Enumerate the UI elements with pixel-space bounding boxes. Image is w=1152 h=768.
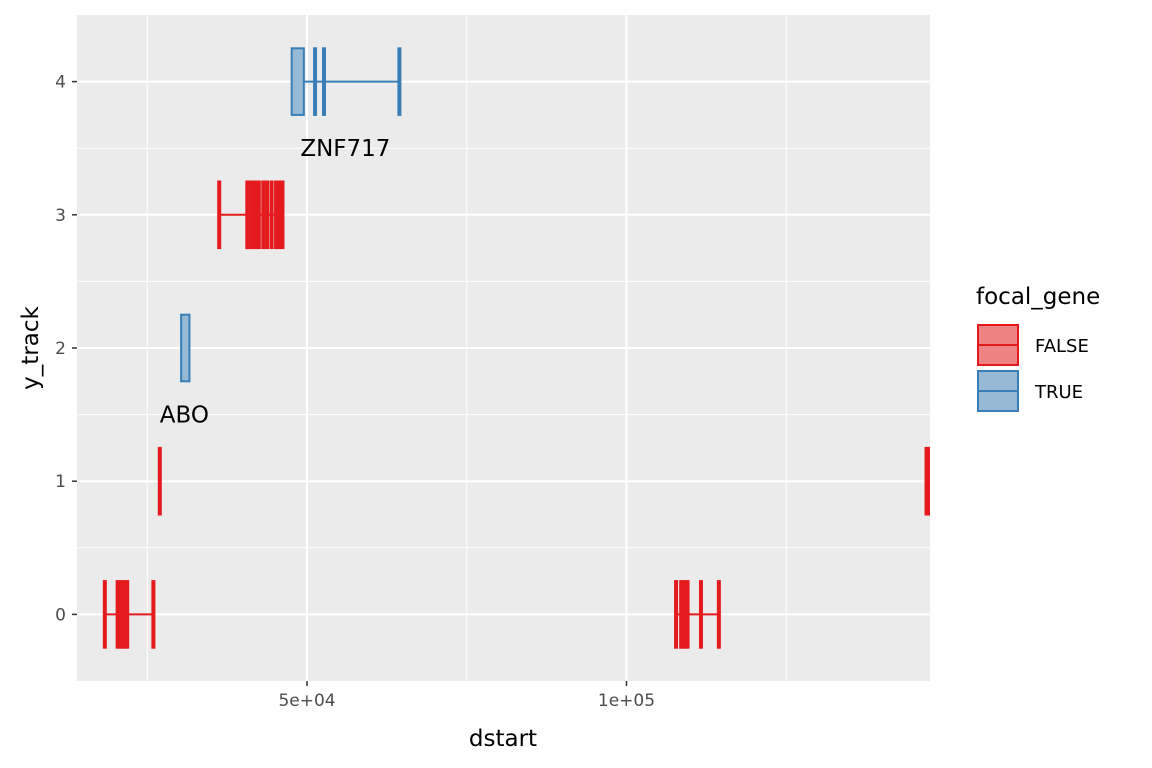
gene-model: [217, 180, 285, 250]
gene-exon: [122, 580, 127, 649]
gene-exon: [313, 47, 318, 116]
gene-exon: [180, 313, 191, 383]
gene-exon: [685, 580, 690, 649]
gene-exon: [716, 580, 721, 649]
y-tick-label: 0: [55, 605, 66, 625]
gene-exon: [280, 180, 285, 250]
gene-model: [157, 446, 162, 516]
legend-key: [977, 324, 1019, 366]
legend: focal_gene FALSE TRUE: [976, 284, 1100, 412]
gene-model: [180, 313, 191, 383]
gene-exon: [249, 180, 254, 250]
gene-exon: [277, 180, 282, 250]
gene-label: ABO: [160, 403, 209, 429]
gene-exon: [252, 180, 257, 250]
y-axis-title: y_track: [18, 306, 44, 390]
legend-label: FALSE: [1035, 336, 1089, 357]
major-gridlines: [77, 15, 930, 681]
gene-exon: [151, 580, 156, 649]
gene-exon: [118, 580, 123, 649]
gene-exon: [261, 180, 266, 250]
gene-exon: [931, 448, 933, 515]
gene-exon: [397, 47, 402, 116]
gene-label: ZNF717: [300, 136, 390, 162]
gene-model: [290, 47, 402, 116]
x-tick-label: 1e+05: [598, 691, 655, 711]
x-tick-label: 5e+04: [278, 691, 335, 711]
gene-exon: [157, 446, 162, 516]
gene-exon: [265, 180, 270, 250]
x-axis-title: dstart: [469, 726, 537, 752]
gene-exon: [217, 180, 222, 250]
gene-exon: [682, 580, 687, 649]
legend-key: [977, 370, 1019, 412]
gene-exon: [115, 580, 120, 649]
gene-exon: [256, 180, 261, 250]
gene-model: [102, 580, 156, 649]
gene-labels: ABO ZNF717: [160, 136, 391, 428]
gene-exon: [698, 580, 703, 649]
gene-exon: [102, 580, 107, 649]
y-axis: 0 1 2 3 4: [55, 73, 77, 625]
x-axis: 5e+04 1e+05: [278, 681, 655, 711]
gene-exon: [269, 180, 274, 250]
gene-exon: [679, 580, 684, 649]
gene-exon: [245, 180, 250, 250]
gene-exon: [927, 446, 930, 516]
gene-exon: [290, 47, 305, 116]
y-tick-label: 2: [55, 339, 66, 359]
gene-exon: [125, 580, 130, 649]
y-tick-label: 4: [55, 73, 66, 93]
gene-model: [924, 446, 933, 516]
gene-exon: [321, 47, 326, 116]
gene-models: [102, 47, 933, 649]
y-tick-label: 1: [55, 472, 66, 492]
legend-title: focal_gene: [976, 284, 1100, 310]
y-tick-label: 3: [55, 206, 66, 226]
gene-exon: [674, 580, 679, 649]
gene-exon: [274, 180, 279, 250]
gene-exon: [924, 446, 929, 516]
legend-label: TRUE: [1034, 382, 1083, 403]
gene-model: [674, 580, 721, 649]
